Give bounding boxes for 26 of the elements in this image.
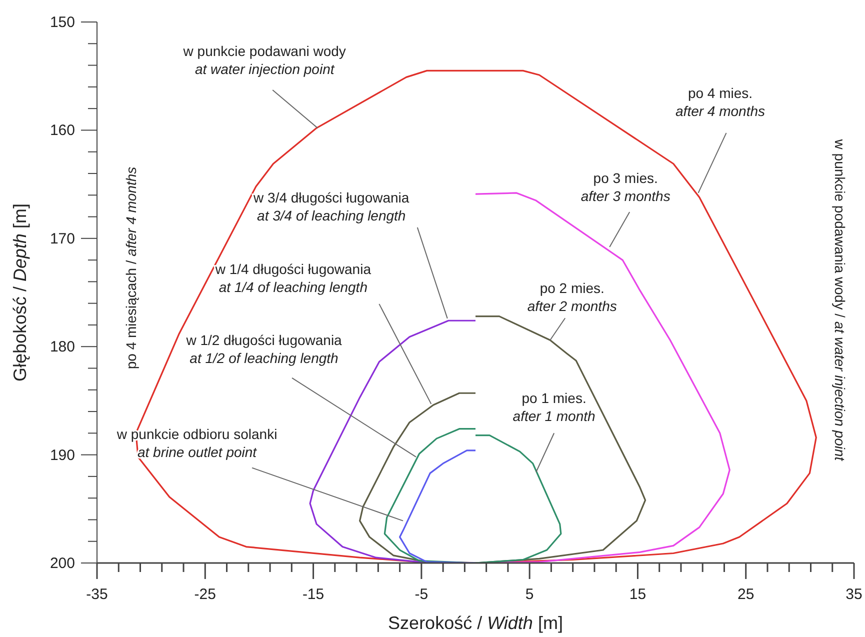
annotation: po 1 mies. after 1 month <box>512 390 596 424</box>
x-tick-label: 25 <box>738 586 754 603</box>
x-axis-title: Szerokość / Width [m] <box>388 613 563 633</box>
annotation: w 3/4 długości ługowania at 3/4 of leaching length <box>252 189 410 224</box>
x-tick-label: -25 <box>194 586 216 603</box>
x-tick-label: 5 <box>525 586 534 603</box>
y-tick-label: 150 <box>50 14 75 31</box>
annotation: po 2 mies. after 2 months <box>527 280 617 314</box>
y-tick-label: 190 <box>50 446 75 464</box>
x-tick-label: -5 <box>414 586 428 603</box>
y-tick-label: 180 <box>50 338 75 356</box>
x-tick-label: -35 <box>86 586 108 603</box>
y-tick-label: 160 <box>50 122 75 140</box>
annotation: po 3 mies. after 3 months <box>580 170 670 204</box>
x-tick-label: 15 <box>629 586 646 603</box>
y-tick-label: 200 <box>50 555 75 572</box>
x-tick-label: -15 <box>302 586 324 603</box>
y-axis-title: Głębokość / Depth [m] <box>10 203 30 382</box>
x-tick-label: 35 <box>846 586 862 603</box>
annotation: po 4 miesiącach / after 4 months <box>123 166 139 370</box>
annotation: w 1/2 długości ługowania at 1/2 of leaching length <box>185 332 342 366</box>
annotation: w 1/4 długości ługowania at 1/4 of leaching length <box>214 260 372 295</box>
annotation: po 4 mies. after 4 months <box>676 84 766 119</box>
y-tick-label: 170 <box>50 230 75 248</box>
annotation: w punkcie podawania wody / at water injection point <box>832 138 848 462</box>
annotation: w punkcie podawani wody at water injection point <box>182 43 346 78</box>
